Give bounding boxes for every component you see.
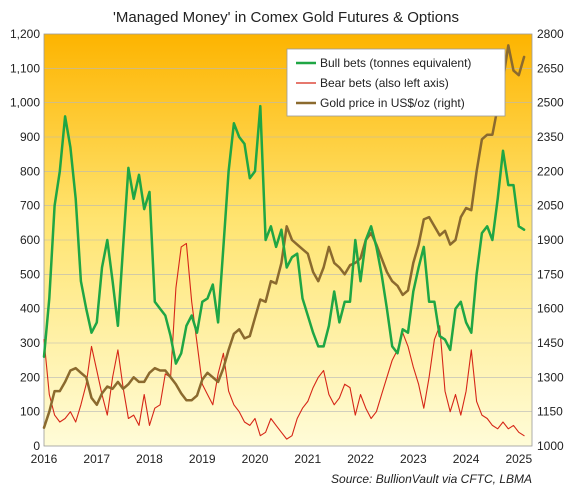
legend-box — [286, 48, 506, 117]
y-left-tick-label: 200 — [20, 370, 40, 384]
plot-border — [43, 33, 533, 447]
y-right-tick-label: 1450 — [537, 336, 564, 350]
x-axis-ticks: 2016 2017 2018 2019 2020 2021 2022 2023 2024 2025 — [31, 452, 533, 466]
y-left-tick-label: 0 — [33, 439, 40, 453]
x-tick-label: 2018 — [136, 452, 163, 466]
y-right-tick-label: 1600 — [537, 302, 564, 316]
x-tick-label: 2021 — [294, 452, 321, 466]
y-left-tick-label: 1,100 — [10, 61, 40, 75]
y-right-tick-label: 2500 — [537, 96, 564, 110]
x-tick-label: 2017 — [83, 452, 110, 466]
x-tick-label: 2023 — [400, 452, 427, 466]
y-axis-right-ticks: 1000 1150 1300 1450 1600 1750 1900 2050 2200 2350… — [537, 27, 564, 453]
y-left-tick-label: 900 — [20, 130, 40, 144]
legend-label-bear: Bear bets (also left axis) — [320, 76, 449, 90]
legend: Bull bets (tonnes equivalent) Bear bets … — [286, 48, 506, 117]
y-left-tick-label: 1,200 — [10, 27, 40, 41]
x-tick-label: 2024 — [453, 452, 480, 466]
y-right-tick-label: 2050 — [537, 199, 564, 213]
x-tick-label: 2019 — [189, 452, 216, 466]
x-tick-label: 2025 — [505, 452, 532, 466]
x-tick-label: 2016 — [31, 452, 58, 466]
y-right-tick-label: 1000 — [537, 439, 564, 453]
y-left-tick-label: 800 — [20, 164, 40, 178]
y-right-tick-label: 2350 — [537, 130, 564, 144]
series-layer — [42, 44, 526, 440]
y-right-tick-label: 1300 — [537, 370, 564, 384]
y-left-tick-label: 600 — [20, 233, 40, 247]
chart-title: 'Managed Money' in Comex Gold Futures & … — [113, 9, 459, 26]
y-left-tick-label: 500 — [20, 267, 40, 281]
x-tick-label: 2020 — [242, 452, 269, 466]
source-note: Source: BullionVault via CFTC, LBMA — [331, 472, 532, 486]
y-axis-left-ticks: 0 100 200 300 400 500 600 700 800 900 1,000 1,100 1,… — [10, 27, 40, 453]
series-line-bear — [43, 242, 525, 440]
y-right-tick-label: 2200 — [537, 164, 564, 178]
y-left-tick-label: 100 — [20, 405, 40, 419]
legend-label-bull: Bull bets (tonnes equivalent) — [320, 56, 471, 70]
y-right-tick-label: 2650 — [537, 61, 564, 75]
x-tick-label: 2022 — [347, 452, 374, 466]
y-left-tick-label: 300 — [20, 336, 40, 350]
y-left-tick-label: 1,000 — [10, 96, 40, 110]
legend-label-gold: Gold price in US$/oz (right) — [320, 96, 465, 110]
series-line-bull — [42, 104, 526, 365]
y-right-tick-label: 2800 — [537, 27, 564, 41]
y-right-tick-label: 1900 — [537, 233, 564, 247]
y-left-tick-label: 700 — [20, 199, 40, 213]
y-right-tick-label: 1150 — [537, 405, 563, 419]
y-right-tick-label: 1750 — [537, 267, 564, 281]
y-left-tick-label: 400 — [20, 302, 40, 316]
